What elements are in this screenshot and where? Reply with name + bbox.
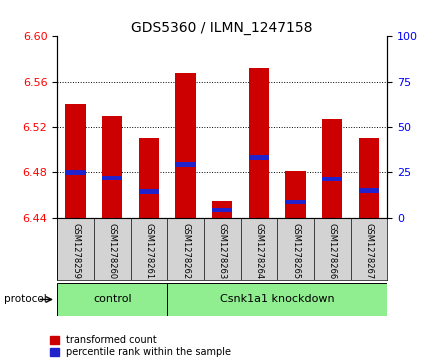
Bar [249,155,269,160]
Bar [139,189,159,194]
Bar [286,171,306,218]
Title: GDS5360 / ILMN_1247158: GDS5360 / ILMN_1247158 [132,21,313,35]
Bar [176,162,196,167]
Bar [212,201,232,218]
Text: GSM1278259: GSM1278259 [71,223,80,279]
Text: Csnk1a1 knockdown: Csnk1a1 knockdown [220,294,334,305]
Text: GSM1278263: GSM1278263 [218,223,227,279]
Text: control: control [93,294,132,305]
Bar [322,177,342,182]
Bar [167,283,387,316]
Bar [249,68,269,218]
Bar [139,138,159,218]
Legend: transformed count, percentile rank within the sample: transformed count, percentile rank withi… [49,334,232,358]
Text: GSM1278262: GSM1278262 [181,223,190,279]
Bar [359,188,379,193]
Text: GSM1278264: GSM1278264 [254,223,264,279]
Text: GSM1278266: GSM1278266 [328,223,337,279]
Bar [212,208,232,212]
Bar [57,283,167,316]
Text: GSM1278260: GSM1278260 [108,223,117,279]
Bar [322,119,342,218]
Bar [66,170,86,175]
Bar [102,116,122,218]
Bar [359,138,379,218]
Bar [286,200,306,204]
Bar [176,73,196,218]
Text: protocol: protocol [4,294,47,305]
Bar [66,104,86,218]
Text: GSM1278267: GSM1278267 [364,223,374,279]
Text: GSM1278265: GSM1278265 [291,223,300,279]
Bar [102,176,122,180]
Text: GSM1278261: GSM1278261 [144,223,154,279]
